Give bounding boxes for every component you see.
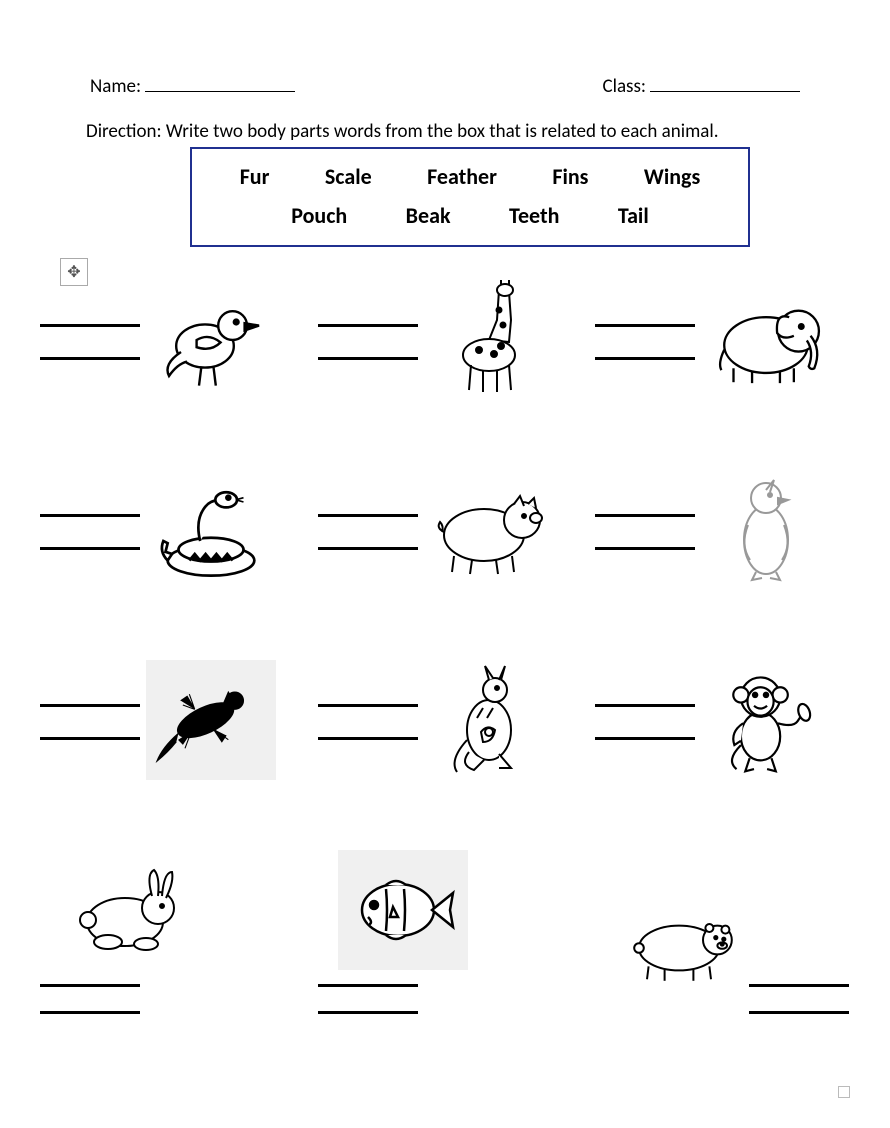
penguin-icon [701, 470, 831, 590]
rabbit-icon [60, 850, 190, 970]
blank-line[interactable] [40, 733, 140, 740]
blank-line[interactable] [318, 320, 418, 327]
blanks-giraffe [318, 320, 418, 360]
pig-icon [424, 470, 554, 590]
blank-line[interactable] [749, 1007, 849, 1014]
word-fins: Fins [552, 163, 588, 190]
blank-line[interactable] [40, 320, 140, 327]
blanks-monkey [595, 700, 695, 740]
cell-lizard [40, 660, 300, 780]
word-scale: Scale [325, 163, 372, 190]
word-tail: Tail [618, 202, 649, 229]
blank-line[interactable] [595, 543, 695, 550]
blank-line[interactable] [40, 700, 140, 707]
wordbox-row-2: Pouch Beak Teeth Tail [212, 194, 728, 229]
blanks-penguin [595, 510, 695, 550]
blank-line[interactable] [749, 980, 849, 987]
cell-giraffe [318, 280, 578, 400]
monkey-icon [701, 660, 831, 780]
blank-line[interactable] [318, 510, 418, 517]
wordbox-row-1: Fur Scale Feather Fins Wings [212, 163, 728, 190]
word-pouch: Pouch [291, 202, 347, 229]
blank-line[interactable] [318, 980, 418, 987]
blank-line[interactable] [595, 320, 695, 327]
grid-row-2 [40, 470, 855, 590]
blank-line[interactable] [318, 700, 418, 707]
blanks-fish [318, 980, 418, 1014]
worksheet-page: Name: Class: Direction: Write two body p… [0, 0, 890, 1128]
name-blank[interactable] [145, 70, 295, 92]
kangaroo-icon [424, 660, 554, 780]
blanks-snake [40, 510, 140, 550]
grid-row-1 [40, 280, 855, 400]
blanks-elephant [595, 320, 695, 360]
word-fur: Fur [240, 163, 270, 190]
blanks-bear [749, 980, 849, 1014]
blank-line[interactable] [40, 980, 140, 987]
blanks-bird [40, 320, 140, 360]
blank-line[interactable] [40, 1007, 140, 1014]
animal-grid [40, 280, 855, 1014]
blank-line[interactable] [318, 353, 418, 360]
grid-row-3 [40, 660, 855, 780]
header-row: Name: Class: [60, 70, 830, 98]
direction-text: Direction: Write two body parts words fr… [86, 120, 830, 143]
bear-icon [615, 884, 743, 1004]
blank-line[interactable] [595, 733, 695, 740]
word-feather: Feather [427, 163, 497, 190]
name-label: Name: [90, 75, 141, 98]
cell-bear [595, 850, 855, 1014]
end-marker-icon [838, 1086, 850, 1098]
cell-fish [318, 850, 578, 1014]
cell-elephant [595, 280, 855, 400]
class-field: Class: [602, 70, 800, 98]
cell-bird [40, 280, 300, 400]
blank-line[interactable] [40, 543, 140, 550]
elephant-icon [701, 280, 831, 400]
blank-line[interactable] [595, 353, 695, 360]
grid-row-4 [40, 850, 855, 1014]
word-beak: Beak [406, 202, 451, 229]
word-box: Fur Scale Feather Fins Wings Pouch Beak … [190, 147, 750, 247]
blank-line[interactable] [318, 1007, 418, 1014]
blank-line[interactable] [318, 733, 418, 740]
blanks-lizard [40, 700, 140, 740]
cell-penguin [595, 470, 855, 590]
bird-icon [146, 280, 276, 400]
blank-line[interactable] [318, 543, 418, 550]
blanks-pig [318, 510, 418, 550]
blank-line[interactable] [40, 353, 140, 360]
word-teeth: Teeth [509, 202, 559, 229]
snake-icon [146, 470, 276, 590]
name-field: Name: [90, 70, 295, 98]
blank-line[interactable] [40, 510, 140, 517]
blanks-rabbit [40, 980, 140, 1014]
cell-rabbit [40, 850, 300, 1014]
lizard-icon [146, 660, 276, 780]
giraffe-icon [424, 280, 554, 400]
class-blank[interactable] [650, 70, 800, 92]
class-label: Class: [602, 75, 646, 98]
cell-snake [40, 470, 300, 590]
cell-kangaroo [318, 660, 578, 780]
fish-icon [338, 850, 468, 970]
blank-line[interactable] [595, 700, 695, 707]
blanks-kangaroo [318, 700, 418, 740]
word-wings: Wings [644, 163, 700, 190]
cell-pig [318, 470, 578, 590]
cell-monkey [595, 660, 855, 780]
blank-line[interactable] [595, 510, 695, 517]
